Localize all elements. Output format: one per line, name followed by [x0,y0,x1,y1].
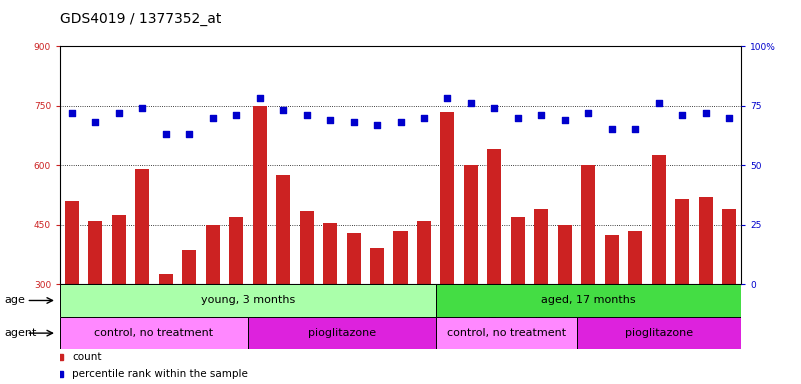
Point [652,100,665,106]
Bar [347,233,360,384]
Point [183,131,195,137]
Bar [88,221,103,384]
Point [676,112,689,118]
Bar [60,317,248,349]
Text: agent: agent [4,328,36,338]
Bar [323,223,337,384]
Bar [182,250,196,384]
Text: pioglitazone: pioglitazone [308,328,376,338]
Point [136,105,149,111]
Point [253,95,266,101]
Bar [582,165,595,384]
Bar [65,201,78,384]
Point [465,100,477,106]
Bar [464,165,478,384]
Bar [229,217,244,384]
Point [324,117,336,123]
Text: pioglitazone: pioglitazone [625,328,693,338]
Point [558,117,571,123]
Point [371,122,384,128]
Point [394,119,407,125]
Bar [206,225,219,384]
Bar [252,106,267,384]
Bar [436,284,741,317]
Point [159,131,172,137]
Bar [159,274,173,384]
Bar [441,111,454,384]
Point [488,105,501,111]
Bar [557,225,572,384]
Point [300,112,313,118]
Point [441,95,454,101]
Point [112,110,125,116]
Text: young, 3 months: young, 3 months [201,295,295,306]
Bar [135,169,149,384]
Text: percentile rank within the sample: percentile rank within the sample [72,369,248,379]
Point [535,112,548,118]
Point [723,114,735,121]
Text: age: age [4,295,25,306]
Point [66,110,78,116]
Point [230,112,243,118]
Bar [370,248,384,384]
Point [207,114,219,121]
Point [512,114,525,121]
Point [347,119,360,125]
Bar [652,155,666,384]
Text: aged, 17 months: aged, 17 months [541,295,636,306]
Bar [698,197,713,384]
Bar [487,149,501,384]
Point [582,110,594,116]
Bar [605,235,619,384]
Bar [393,230,408,384]
Bar [111,215,126,384]
Point [629,126,642,132]
Bar [534,209,549,384]
Point [276,107,289,113]
Bar [436,317,577,349]
Text: GDS4019 / 1377352_at: GDS4019 / 1377352_at [60,12,221,25]
Bar [417,221,431,384]
Bar [577,317,741,349]
Text: control, no treatment: control, no treatment [95,328,214,338]
Point [606,126,618,132]
Point [699,110,712,116]
Bar [723,209,736,384]
Bar [276,175,290,384]
Text: count: count [72,352,102,362]
Bar [60,284,436,317]
Bar [248,317,436,349]
Bar [628,230,642,384]
Point [89,119,102,125]
Bar [300,211,314,384]
Bar [511,217,525,384]
Point [417,114,430,121]
Bar [675,199,690,384]
Text: control, no treatment: control, no treatment [447,328,566,338]
